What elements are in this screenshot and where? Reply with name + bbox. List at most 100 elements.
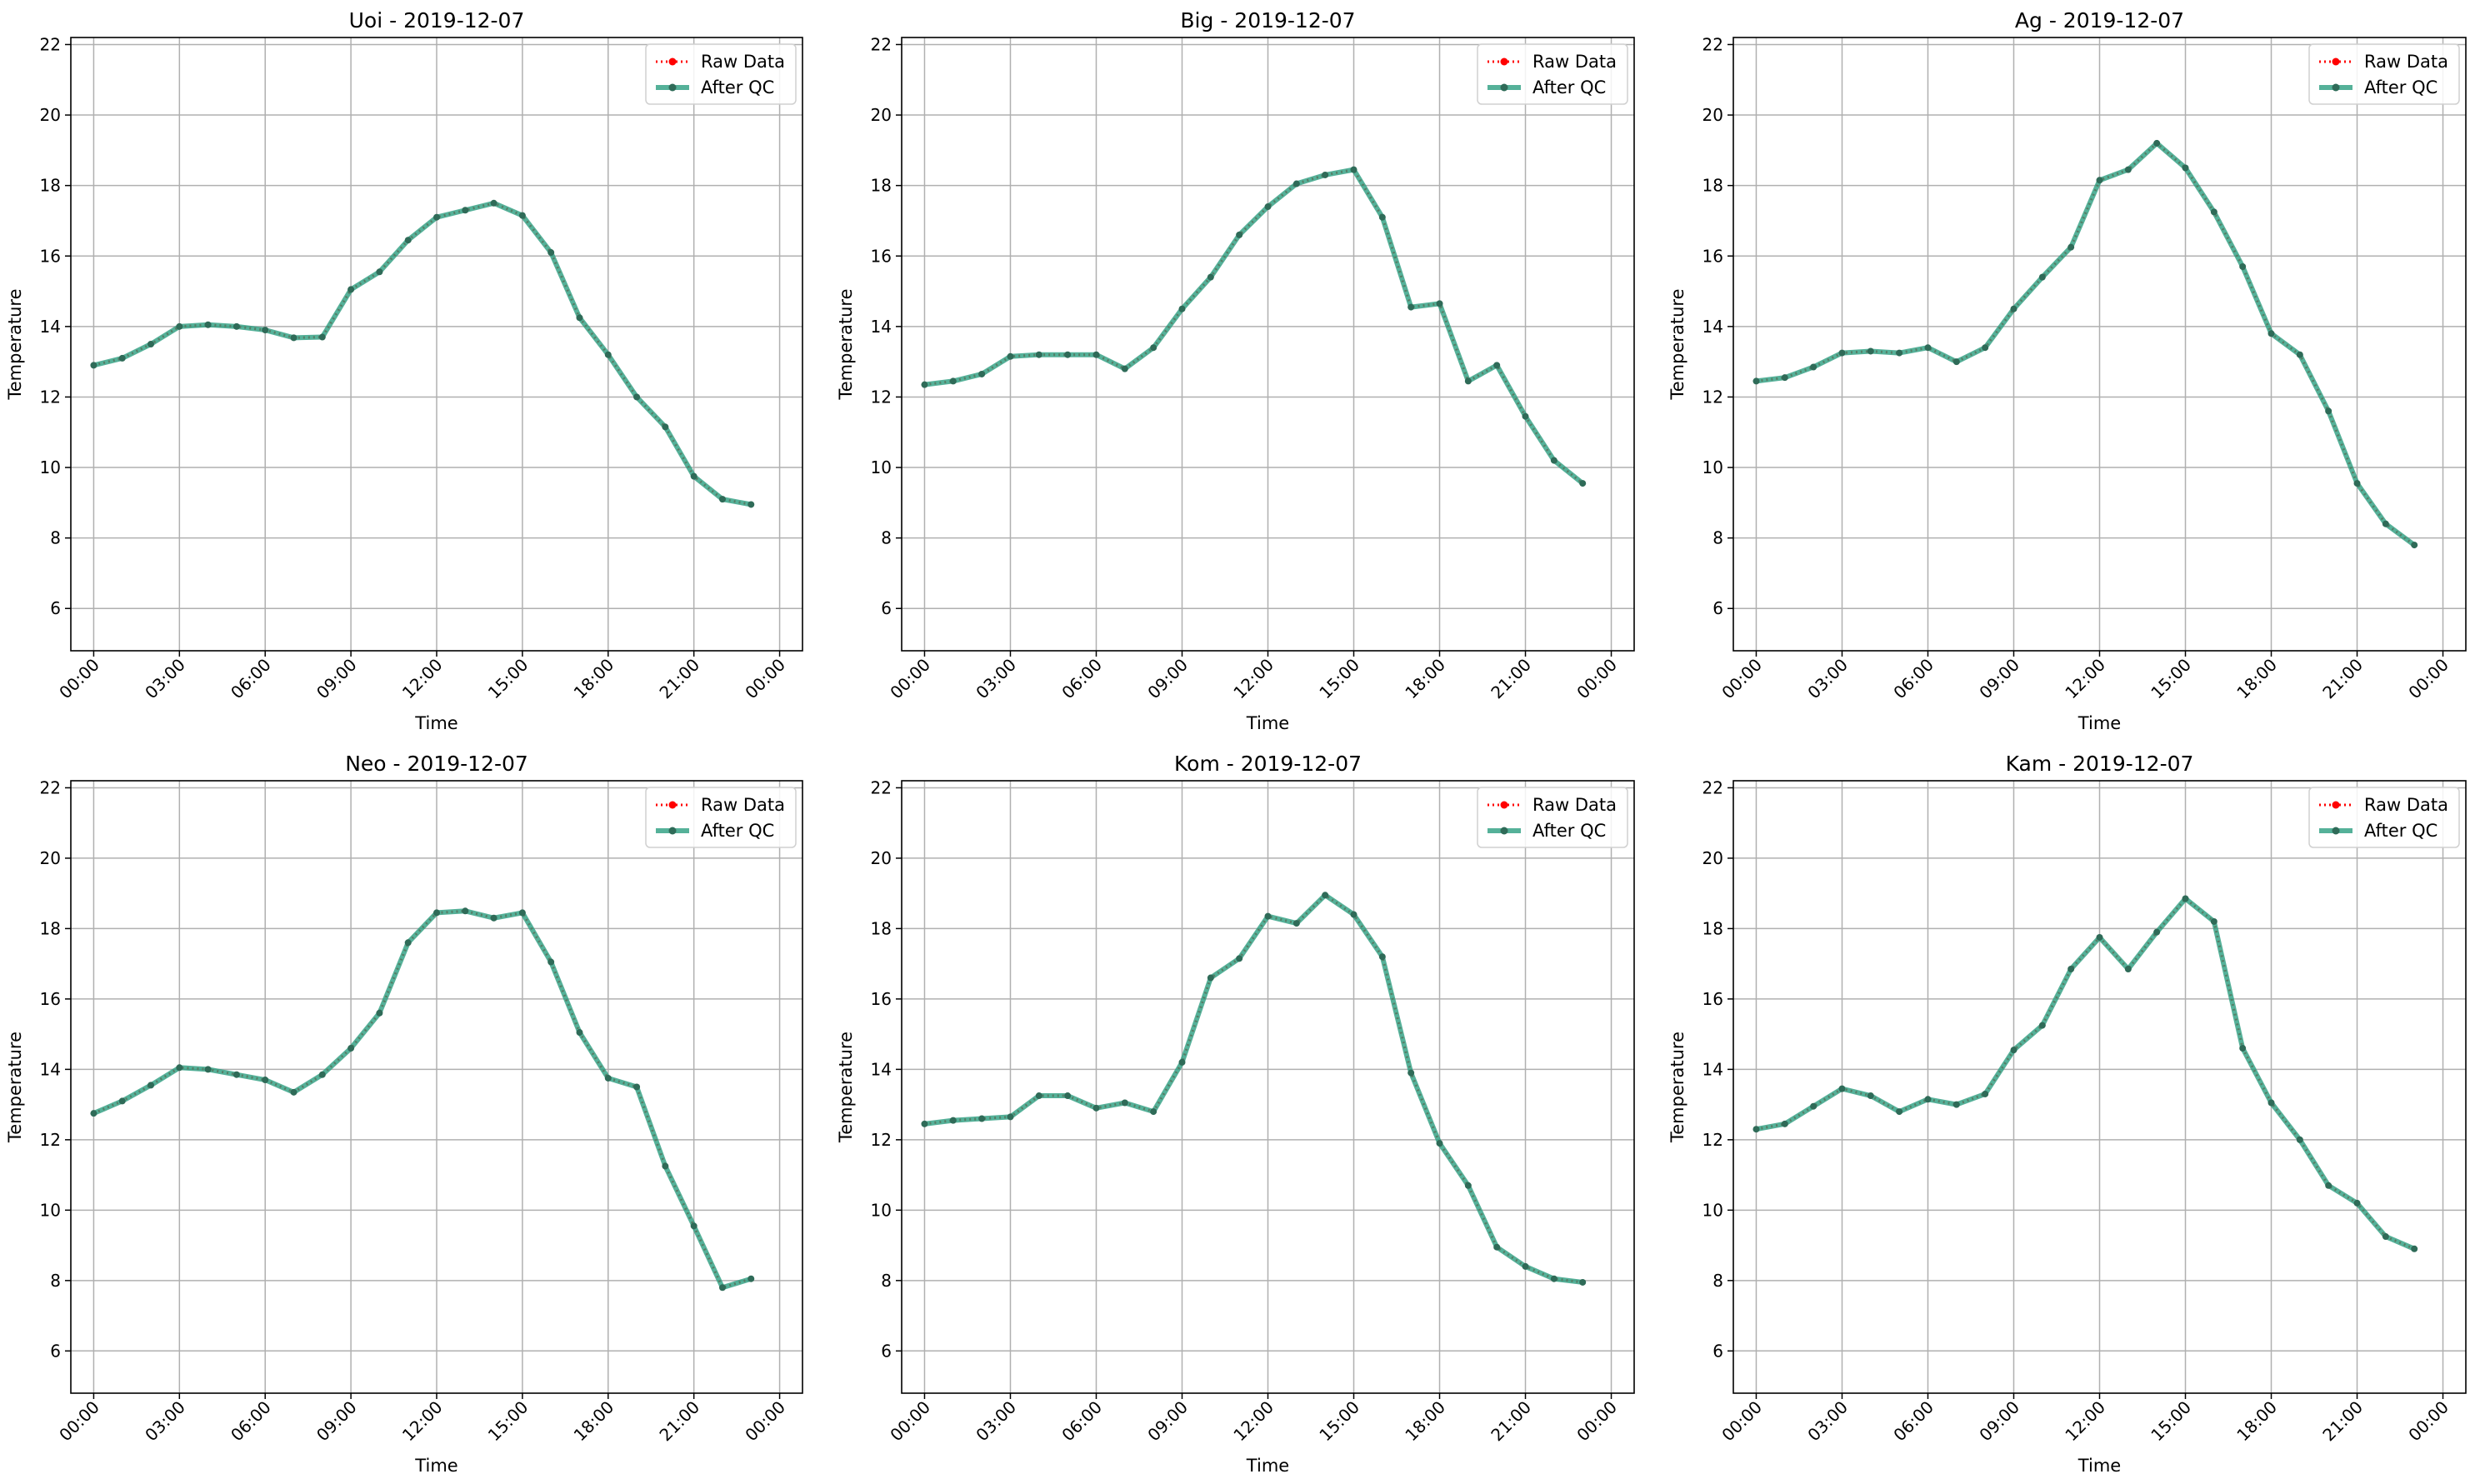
x-tick-label: 12:00 [398, 1397, 447, 1446]
after-qc-point [2382, 1233, 2389, 1241]
y-tick-label: 20 [871, 848, 892, 868]
after-qc-point [1292, 920, 1300, 927]
y-tick-label: 12 [1702, 387, 1723, 407]
y-tick-label: 6 [50, 598, 61, 618]
after-qc-line [924, 167, 1585, 486]
after-qc-point [1493, 362, 1501, 369]
y-tick-label: 18 [1702, 918, 1723, 938]
after-qc-point [1207, 974, 1214, 982]
after-qc-point [1952, 1101, 1960, 1108]
after-qc-point [1236, 231, 1243, 238]
x-tick-label: 00:00 [1572, 655, 1621, 703]
y-tick-label: 8 [881, 1271, 892, 1291]
after-qc-point [2353, 480, 2361, 487]
after-qc-point [576, 314, 583, 322]
y-axis-label: Temperature [5, 1032, 25, 1143]
x-tick-label: 06:00 [227, 655, 275, 703]
legend-qc-label: After QC [701, 821, 774, 841]
after-qc-point [318, 1071, 326, 1078]
after-qc-point [1838, 349, 1846, 357]
after-qc-point [2239, 1045, 2247, 1052]
after-qc-point [148, 341, 155, 347]
x-tick-label: 09:00 [1975, 1397, 2023, 1446]
legend-qc-label: After QC [2364, 821, 2438, 841]
legend-qc-label: After QC [701, 77, 774, 97]
x-axis-label: Time [1246, 1456, 1289, 1476]
after-qc-point [2153, 928, 2161, 936]
x-tick-label: 18:00 [570, 655, 618, 703]
after-qc-line [924, 892, 1583, 1285]
y-tick-label: 6 [881, 1341, 892, 1361]
chart-title: Neo - 2019-12-07 [345, 752, 528, 776]
legend-qc-marker [2332, 83, 2340, 92]
after-qc-point [1092, 351, 1100, 358]
x-tick-label: 03:00 [972, 1397, 1020, 1446]
chart-title: Kam - 2019-12-07 [2006, 752, 2194, 776]
after-qc-point [2038, 1022, 2046, 1029]
y-tick-label: 10 [871, 457, 892, 477]
after-qc-point [2353, 1199, 2361, 1207]
after-qc-line [92, 200, 752, 507]
after-qc-point [1064, 351, 1072, 358]
x-tick-label: 06:00 [1889, 1397, 1938, 1446]
y-tick-label: 6 [881, 598, 892, 618]
after-qc-point [1550, 457, 1558, 464]
x-tick-label: 18:00 [570, 1397, 618, 1446]
after-qc-point [290, 334, 298, 342]
after-qc-point [118, 354, 126, 362]
y-tick-label: 10 [871, 1200, 892, 1220]
after-qc-point [1896, 1108, 1903, 1116]
legend: Raw Data After QC [2308, 43, 2460, 105]
after-qc-point [2239, 262, 2247, 270]
after-qc-point [262, 327, 269, 334]
x-tick-label: 09:00 [1143, 1397, 1192, 1446]
legend-raw-label: Raw Data [1532, 52, 1617, 72]
y-tick-label: 12 [871, 387, 892, 407]
x-tick-label: 12:00 [2061, 655, 2109, 703]
y-tick-label: 20 [1702, 105, 1723, 125]
after-qc-point [1350, 911, 1358, 918]
legend-qc-marker [668, 83, 677, 92]
x-tick-label: 15:00 [2147, 655, 2195, 703]
x-tick-label: 00:00 [2404, 655, 2452, 703]
after-qc-point [1378, 213, 1386, 221]
after-qc-point [1867, 347, 1874, 355]
after-qc-point [1838, 1085, 1846, 1092]
y-tick-label: 22 [871, 777, 892, 797]
after-qc-line [92, 908, 752, 1291]
y-tick-label: 22 [871, 34, 892, 54]
after-qc-point [604, 351, 612, 358]
after-qc-point [2382, 520, 2389, 527]
after-qc-point [576, 1029, 583, 1037]
chart-title: Big - 2019-12-07 [1180, 8, 1355, 32]
legend: Raw Data After QC [1477, 787, 1628, 848]
after-qc-point [2124, 965, 2132, 972]
after-qc-point [148, 1082, 155, 1089]
after-qc-point [1207, 273, 1214, 281]
y-tick-label: 12 [40, 1130, 61, 1150]
after-qc-point [718, 496, 726, 503]
after-qc-point [348, 286, 355, 293]
after-qc-point [1781, 374, 1788, 382]
after-qc-point [1007, 1113, 1014, 1121]
y-tick-label: 20 [40, 105, 61, 125]
y-tick-label: 16 [1702, 246, 1723, 266]
after-qc-point [2411, 542, 2418, 549]
x-tick-label: 00:00 [886, 1397, 934, 1446]
x-tick-label: 18:00 [1401, 655, 1449, 703]
after-qc-point [2038, 273, 2046, 281]
after-qc-point [690, 1222, 698, 1230]
x-tick-label: 03:00 [1803, 655, 1852, 703]
after-qc-point [1752, 377, 1760, 385]
y-tick-label: 10 [40, 1200, 61, 1220]
after-qc-point [2268, 1099, 2275, 1107]
raw-data-line [1756, 141, 2416, 547]
y-tick-label: 22 [40, 34, 61, 54]
after-qc-point [2296, 1136, 2303, 1143]
after-qc-point [1464, 1182, 1472, 1189]
after-qc-point [1064, 1092, 1072, 1100]
x-tick-label: 00:00 [1718, 1397, 1766, 1446]
after-qc-point [604, 1074, 612, 1082]
y-tick-label: 14 [871, 1059, 892, 1079]
